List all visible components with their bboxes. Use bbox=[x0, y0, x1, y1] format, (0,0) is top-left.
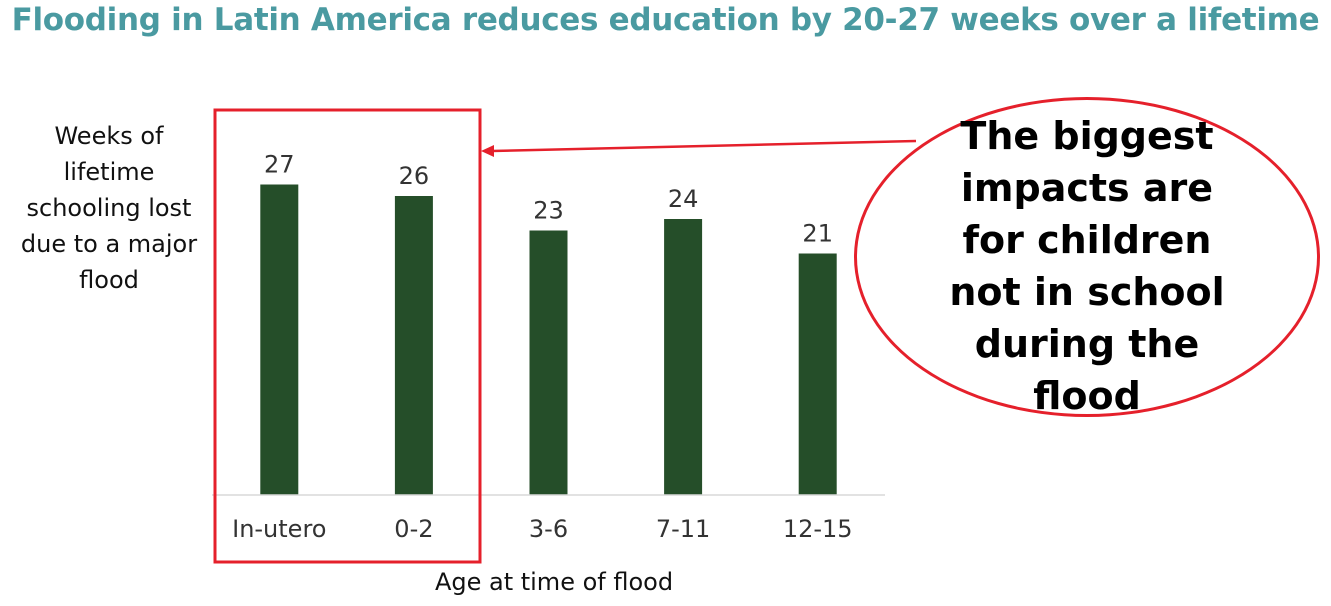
x-tick-label-0-2: 0-2 bbox=[394, 515, 433, 543]
chart-title: Flooding in Latin America reduces educat… bbox=[11, 2, 1320, 38]
bar-0-2 bbox=[394, 196, 433, 495]
x-tick-labels: In-utero 0-2 3-6 7-11 12-15 bbox=[232, 515, 852, 543]
x-tick-label-In-utero: In-utero bbox=[232, 515, 326, 543]
bar-7-11 bbox=[664, 219, 703, 495]
callout-arrow bbox=[481, 139, 917, 157]
y-axis-label-line: lifetime bbox=[63, 158, 155, 186]
y-axis-label-line: schooling lost bbox=[26, 194, 192, 222]
x-tick-label-12-15: 12-15 bbox=[783, 515, 853, 543]
callout-line: during the bbox=[974, 322, 1200, 366]
data-label-In-utero: 27 bbox=[264, 151, 295, 179]
bars-layer bbox=[260, 184, 837, 495]
y-axis-label-line: flood bbox=[79, 266, 139, 294]
callout-line: The biggest bbox=[960, 114, 1214, 158]
callout-ellipse bbox=[854, 97, 1320, 417]
data-label-7-11: 24 bbox=[668, 185, 699, 213]
highlight-box bbox=[213, 108, 482, 564]
callout-line: not in school bbox=[949, 270, 1225, 314]
callout-line: flood bbox=[1033, 374, 1141, 418]
callout-line: for children bbox=[962, 218, 1212, 262]
data-label-0-2: 26 bbox=[399, 162, 430, 190]
bar-3-6 bbox=[529, 230, 568, 495]
x-tick-label-7-11: 7-11 bbox=[656, 515, 710, 543]
y-axis-label-line: due to a major bbox=[20, 230, 198, 258]
callout-text: The biggest impacts are for children not… bbox=[854, 110, 1320, 422]
labels-layer: 27 26 23 24 21 bbox=[264, 151, 833, 248]
data-label-12-15: 21 bbox=[802, 220, 833, 248]
data-label-3-6: 23 bbox=[533, 197, 564, 225]
x-tick-label-3-6: 3-6 bbox=[529, 515, 568, 543]
bar-12-15 bbox=[798, 253, 837, 495]
y-axis-label: Weeks of lifetime schooling lost due to … bbox=[0, 118, 218, 298]
callout-line: impacts are bbox=[960, 166, 1214, 210]
y-axis-label-line: Weeks of bbox=[54, 122, 164, 150]
bar-In-utero bbox=[260, 184, 299, 495]
arrow-line bbox=[491, 139, 917, 153]
x-axis-label: Age at time of flood bbox=[434, 568, 674, 596]
arrow-head bbox=[481, 145, 494, 157]
